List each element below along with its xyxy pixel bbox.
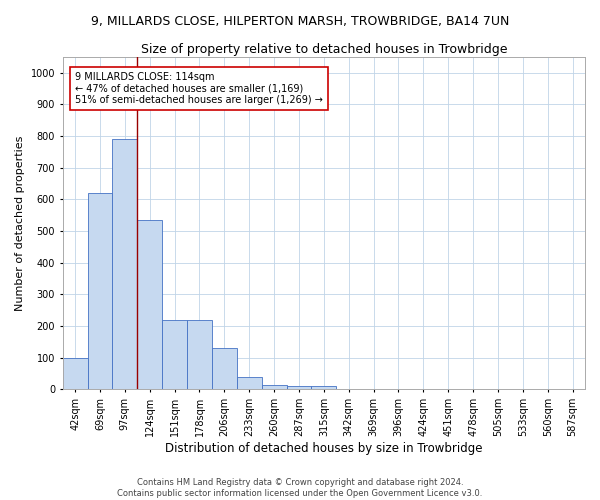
Bar (112, 139, 137, 390)
Bar (311, 386, 336, 390)
Bar (137, 220, 162, 390)
Bar (212, 348, 237, 390)
Bar (62, 358, 88, 390)
Bar (187, 320, 212, 390)
Bar (262, 384, 287, 390)
Text: Contains HM Land Registry data © Crown copyright and database right 2024.
Contai: Contains HM Land Registry data © Crown c… (118, 478, 482, 498)
Text: 9, MILLARDS CLOSE, HILPERTON MARSH, TROWBRIDGE, BA14 7UN: 9, MILLARDS CLOSE, HILPERTON MARSH, TROW… (91, 15, 509, 28)
Text: 9 MILLARDS CLOSE: 114sqm
← 47% of detached houses are smaller (1,169)
51% of sem: 9 MILLARDS CLOSE: 114sqm ← 47% of detach… (75, 72, 323, 105)
Bar (88, 193, 112, 390)
Bar (287, 386, 311, 390)
Title: Size of property relative to detached houses in Trowbridge: Size of property relative to detached ho… (140, 42, 507, 56)
Bar (162, 320, 187, 390)
Y-axis label: Number of detached properties: Number of detached properties (15, 136, 25, 310)
X-axis label: Distribution of detached houses by size in Trowbridge: Distribution of detached houses by size … (165, 442, 482, 455)
Bar (237, 377, 262, 390)
